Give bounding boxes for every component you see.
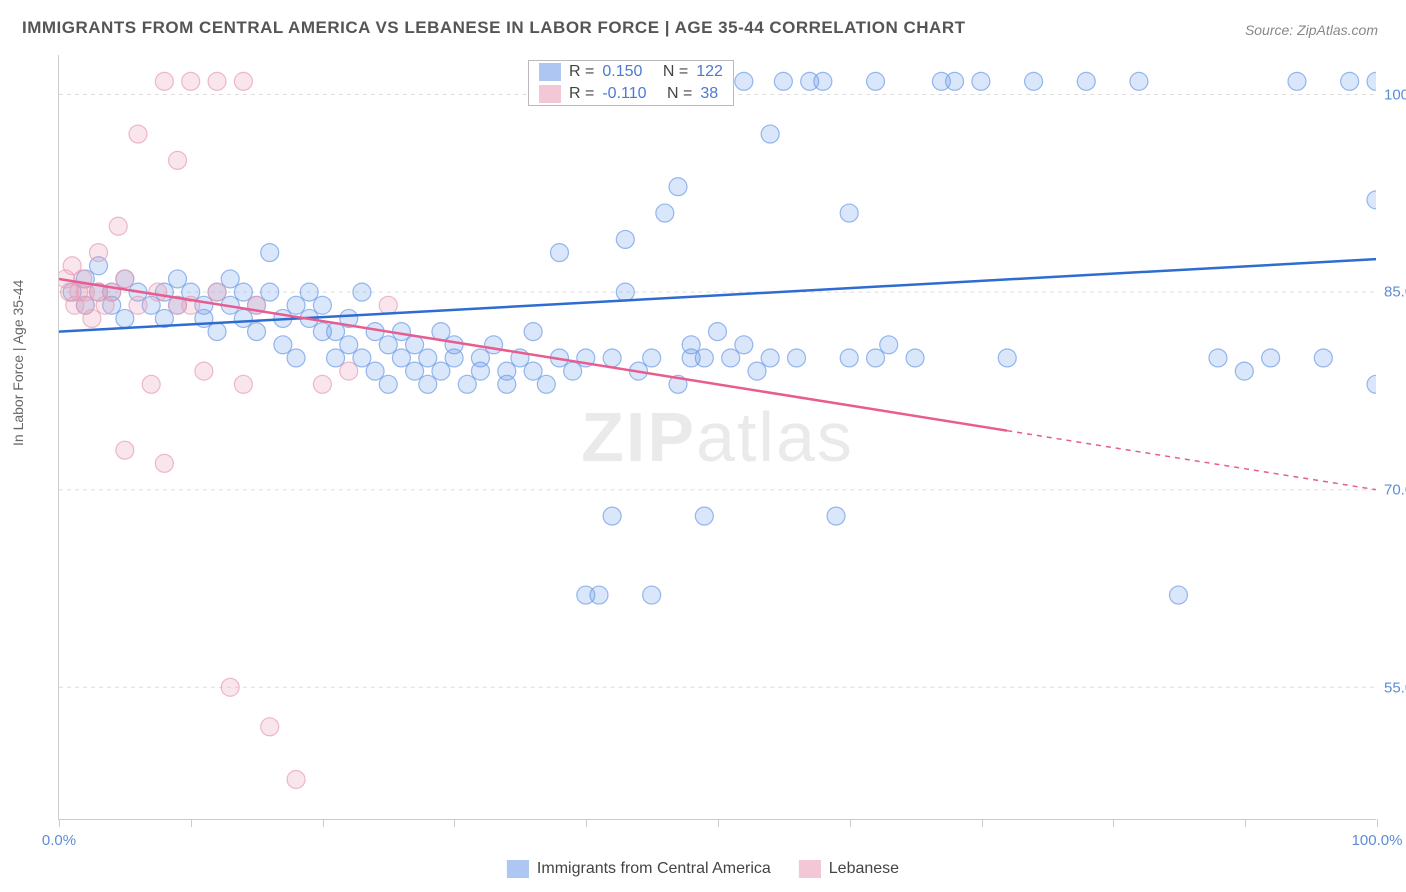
chart-area: 55.0%70.0%85.0%100.0% 0.0%100.0% ZIPatla… <box>58 55 1376 820</box>
scatter-plot <box>59 55 1376 819</box>
legend-label-2: Lebanese <box>829 860 899 878</box>
bottom-legend: Immigrants from Central America Lebanese <box>507 860 899 878</box>
correlation-legend: R = 0.150 N = 122 R = -0.110 N = 38 <box>528 60 734 106</box>
y-tick-label: 55.0% <box>1384 680 1406 697</box>
legend-item-1: Immigrants from Central America <box>507 860 771 878</box>
chart-title: IMMIGRANTS FROM CENTRAL AMERICA VS LEBAN… <box>22 18 966 38</box>
legend-row-series-1: R = 0.150 N = 122 <box>529 61 733 83</box>
legend-label-1: Immigrants from Central America <box>537 860 771 878</box>
y-tick-label: 100.0% <box>1384 86 1406 103</box>
swatch-series-1 <box>539 63 561 81</box>
y-tick-label: 70.0% <box>1384 482 1406 499</box>
swatch-icon <box>799 860 821 878</box>
swatch-series-2 <box>539 85 561 103</box>
r-value-2: -0.110 <box>602 85 646 103</box>
n-label: N = <box>667 85 692 103</box>
legend-row-series-2: R = -0.110 N = 38 <box>529 83 733 105</box>
swatch-icon <box>507 860 529 878</box>
r-label: R = <box>569 85 594 103</box>
source-label: Source: ZipAtlas.com <box>1245 22 1378 38</box>
r-value-1: 0.150 <box>602 63 642 81</box>
y-tick-label: 85.0% <box>1384 284 1406 301</box>
n-label: N = <box>663 63 688 81</box>
x-tick-label: 0.0% <box>42 832 76 849</box>
n-value-1: 122 <box>696 63 723 81</box>
n-value-2: 38 <box>700 85 718 103</box>
r-label: R = <box>569 63 594 81</box>
x-tick-label: 100.0% <box>1352 832 1403 849</box>
legend-item-2: Lebanese <box>799 860 899 878</box>
y-axis-label: In Labor Force | Age 35-44 <box>10 280 26 446</box>
